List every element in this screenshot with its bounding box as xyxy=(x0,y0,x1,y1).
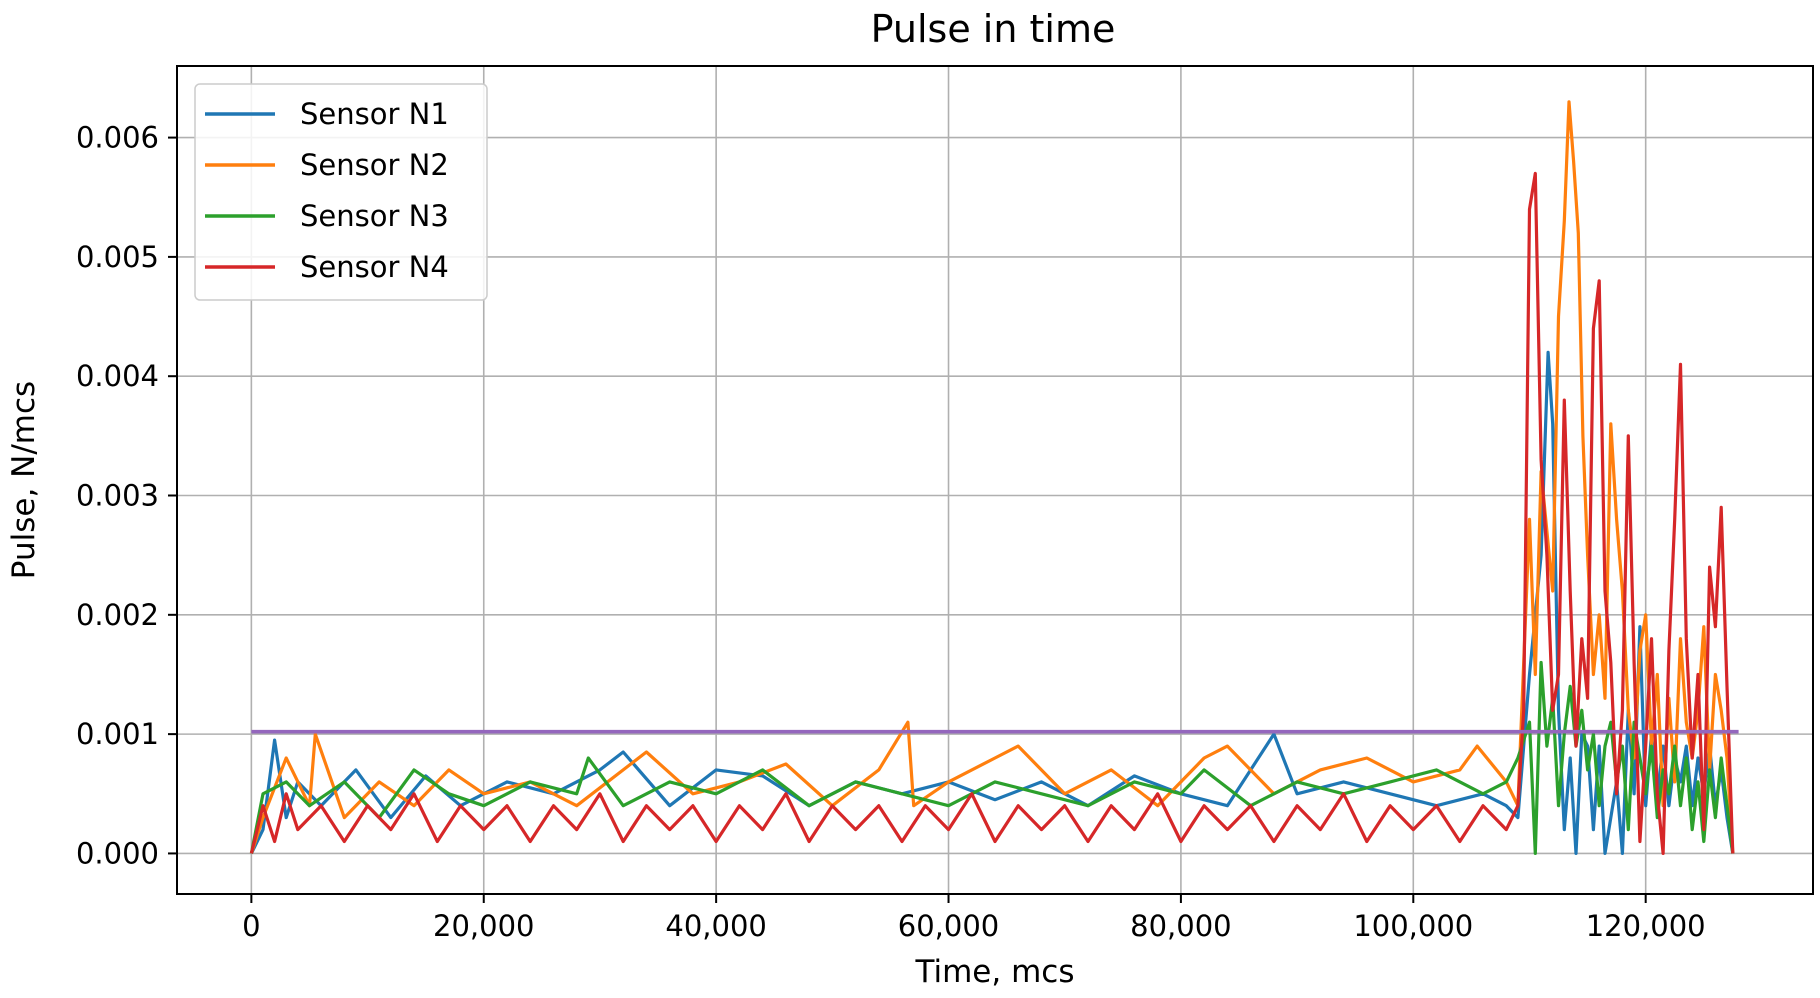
grid-lines xyxy=(177,66,1813,894)
x-tick-label: 120,000 xyxy=(1586,909,1706,943)
x-tick-label: 80,000 xyxy=(1130,909,1231,943)
y-tick-label: 0.000 xyxy=(76,836,159,870)
chart-title: Pulse in time xyxy=(871,7,1116,51)
y-tick-label: 0.003 xyxy=(76,479,159,513)
legend-label: Sensor N2 xyxy=(300,148,449,182)
x-tick-label: 60,000 xyxy=(898,909,999,943)
series-layer xyxy=(249,100,1739,856)
x-tick-label: 100,000 xyxy=(1353,909,1473,943)
legend-box xyxy=(194,83,488,301)
x-tick-label: 0 xyxy=(242,909,260,943)
legend-label: Sensor N3 xyxy=(300,199,449,233)
x-axis-ticks: 0 20,000 40,000 60,000 80,000 100,000 120,000 xyxy=(242,894,1706,943)
plot-frame xyxy=(176,65,1814,895)
x-tick-label: 40,000 xyxy=(665,909,766,943)
y-tick-label: 0.001 xyxy=(76,717,159,751)
series-line-sensor-n4 xyxy=(249,171,1735,856)
legend-label: Sensor N1 xyxy=(300,97,449,131)
legend: Sensor N1 Sensor N2 Sensor N3 Sensor N4 xyxy=(194,83,488,301)
y-tick-label: 0.002 xyxy=(76,598,159,632)
x-axis-label: Time, mcs xyxy=(915,954,1075,990)
y-tick-label: 0.004 xyxy=(76,359,159,393)
y-tick-label: 0.006 xyxy=(76,121,159,155)
y-tick-label: 0.005 xyxy=(76,240,159,274)
legend-label: Sensor N4 xyxy=(300,250,449,284)
x-tick-label: 20,000 xyxy=(433,909,534,943)
y-axis-label: Pulse, N/mcs xyxy=(6,381,42,579)
series-line-sensor-n1 xyxy=(249,350,1735,856)
y-axis-ticks: 0.000 0.001 0.002 0.003 0.004 0.005 0.006 xyxy=(76,121,177,870)
